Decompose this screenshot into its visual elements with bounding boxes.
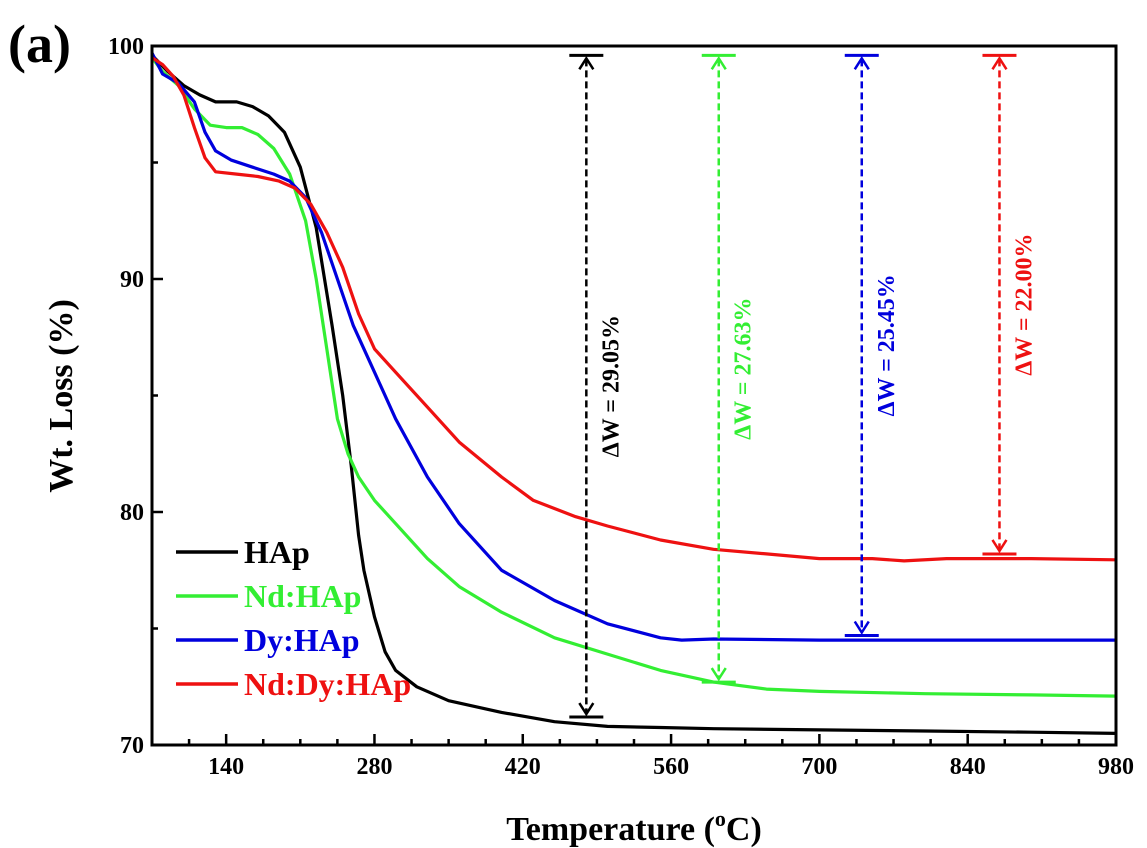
y-axis-ticks: 70 80 90 100 — [108, 34, 163, 759]
y-tick-label: 100 — [108, 34, 144, 60]
series-line-0 — [150, 54, 1117, 735]
annotation-arrowhead-top-0 — [578, 55, 595, 70]
series-line-3 — [151, 56, 1117, 563]
annotation-arrowhead-bottom-3 — [991, 539, 1008, 554]
legend-label-2: Dy:HAp — [244, 622, 360, 658]
annotation-arrowhead-bottom-2 — [853, 620, 870, 635]
x-tick-label: 420 — [505, 754, 541, 780]
x-tick-label: 980 — [1098, 754, 1134, 780]
series-line-2 — [150, 52, 1116, 642]
y-tick-label: 90 — [120, 267, 144, 293]
legend: HAp Nd:HAp Dy:HAp Nd:Dy:HAp — [176, 534, 411, 702]
annotation-label-2: ΔW = 25.45% — [874, 274, 900, 416]
annotation-arrowhead-top-3 — [991, 55, 1008, 70]
x-tick-label: 840 — [950, 754, 986, 780]
legend-label-3: Nd:Dy:HAp — [244, 666, 411, 702]
annotation-arrowhead-bottom-0 — [578, 702, 595, 717]
annotation-arrowhead-bottom-1 — [710, 667, 727, 682]
x-axis-ticks: 140 280 420 560 700 840 980 — [187, 734, 1134, 780]
y-tick-label: 80 — [120, 500, 144, 526]
y-tick-label: 70 — [120, 733, 144, 759]
legend-label-1: Nd:HAp — [244, 578, 361, 614]
annotation-label-0: ΔW = 29.05% — [598, 315, 624, 457]
annotations: ΔW = 29.05% ΔW = 27.63% ΔW = 25.45% ΔW = 22… — [569, 53, 1037, 719]
annotation-arrowhead-top-1 — [710, 55, 727, 70]
annotation-arrowhead-top-2 — [853, 55, 870, 70]
legend-label-0: HAp — [244, 534, 310, 570]
panel-label: (a) — [8, 14, 71, 74]
x-tick-label: 560 — [653, 754, 689, 780]
annotation-label-1: ΔW = 27.63% — [731, 298, 757, 440]
x-tick-label: 280 — [356, 754, 392, 780]
x-tick-label: 700 — [801, 754, 837, 780]
x-axis-title: Temperature (oC) — [506, 806, 762, 848]
x-tick-label: 140 — [208, 754, 244, 780]
annotation-label-3: ΔW = 22.00% — [1011, 233, 1037, 375]
y-axis-title: Wt. Loss (%) — [43, 299, 80, 493]
